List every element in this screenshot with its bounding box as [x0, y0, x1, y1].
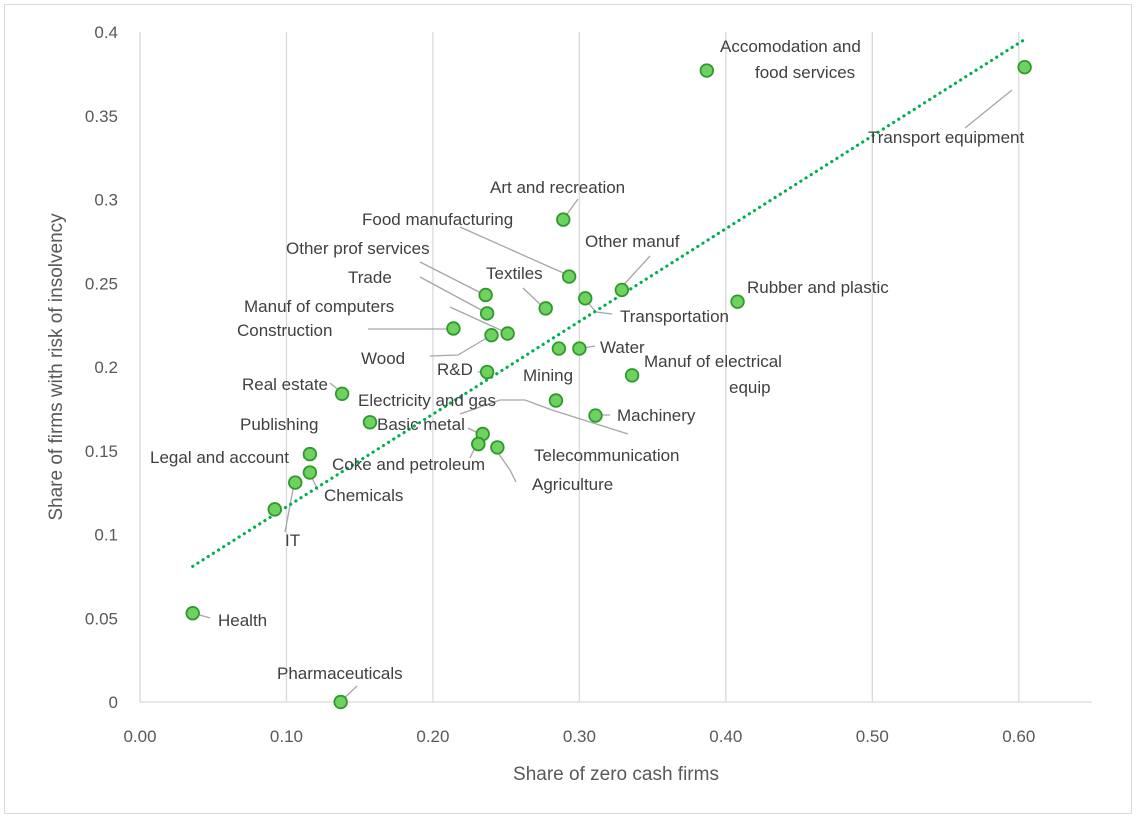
data-point-label: Food manufacturing	[362, 210, 513, 229]
y-tick-label: 0.3	[94, 191, 118, 210]
label-leader-line	[449, 306, 508, 334]
trendline-line	[191, 38, 1025, 568]
data-point-marker	[500, 326, 515, 341]
data-point-label: Health	[218, 611, 267, 630]
y-tick-label: 0.25	[85, 274, 118, 293]
data-point-label: Pharmaceuticals	[277, 664, 403, 683]
data-point-label: Real estate	[242, 375, 328, 394]
point-labels: Accomodation and food services Transport e…	[150, 37, 1025, 683]
data-point-label: IT	[285, 531, 300, 550]
gridlines	[285, 32, 1020, 702]
data-point-label: Transport equipment	[868, 128, 1025, 147]
y-tick-label: 0	[109, 693, 118, 712]
data-point-label: Mining	[523, 366, 573, 385]
x-tick-label: 0.40	[709, 727, 742, 746]
data-point-label: Basic metal	[377, 415, 465, 434]
data-point-label: Trade	[348, 268, 392, 287]
data-point-marker	[484, 327, 499, 343]
data-point-label: Publishing	[240, 415, 318, 434]
x-tick-label: 0.20	[416, 727, 449, 746]
data-point-label: Water	[600, 338, 645, 357]
label-leader-line	[419, 276, 486, 313]
data-point-marker	[479, 306, 495, 321]
chart-frame	[4, 4, 1132, 814]
label-leader-line	[284, 483, 295, 533]
data-point-label: Accomodation and food services	[720, 37, 861, 82]
x-tick-label: 0.60	[1002, 727, 1035, 746]
data-point-marker	[478, 287, 493, 303]
x-tick-label: 0.30	[563, 727, 596, 746]
data-point-marker	[699, 63, 715, 78]
data-point-marker	[302, 446, 318, 462]
label-leader-line	[459, 226, 567, 275]
y-tick-label: 0.2	[94, 358, 118, 377]
data-point-marker	[538, 301, 553, 316]
y-axis-title: Share of firms with risk of insolvency	[46, 213, 67, 521]
data-point-label: Coke and petroleum	[332, 455, 485, 474]
data-point-marker	[288, 475, 303, 490]
y-tick-label: 0.1	[94, 526, 118, 545]
data-point-marker	[624, 368, 640, 383]
x-tick-label: 0.00	[123, 727, 156, 746]
data-point-marker	[446, 321, 461, 336]
data-point-label: Manuf of computers	[244, 297, 394, 316]
label-leader-line	[493, 446, 517, 483]
data-point-marker	[334, 386, 350, 402]
data-point-marker	[490, 440, 505, 455]
data-point-marker	[267, 502, 282, 517]
data-point-marker	[551, 341, 567, 356]
data-points	[185, 59, 1032, 710]
data-point-marker	[185, 606, 200, 621]
label-leader-line	[964, 89, 1013, 129]
data-point-label: Construction	[237, 321, 332, 340]
data-point-label: Other prof services	[286, 239, 430, 258]
data-point-label: Chemicals	[324, 486, 403, 505]
data-point-label: Textiles	[486, 264, 543, 283]
data-point-marker	[362, 415, 378, 430]
data-point-label: Electricity and gas	[358, 391, 496, 410]
data-point-marker	[578, 291, 593, 306]
x-tick-label: 0.10	[270, 727, 303, 746]
x-axis-title: Share of zero cash firms	[513, 764, 719, 785]
data-point-label: Wood	[361, 349, 405, 368]
trendline	[191, 38, 1025, 568]
data-point-label: Telecommunication	[534, 446, 680, 465]
data-point-marker	[614, 282, 630, 298]
label-leader-line	[419, 261, 484, 295]
data-point-label: Rubber and plastic	[747, 278, 889, 297]
y-tick-label: 0.35	[85, 107, 118, 126]
axes: 0.00 0.10 0.20 0.30 0.40 0.50 0.60 0 0.05 0.1 0.15…	[85, 23, 1092, 746]
data-point-label: R&D	[437, 360, 473, 379]
data-point-label: Machinery	[617, 406, 696, 425]
data-point-marker	[479, 364, 495, 380]
label-leader-line	[429, 335, 491, 357]
data-point-label: Legal and account	[150, 448, 289, 467]
label-leader-line	[522, 287, 544, 308]
data-point-label: Other manuf	[585, 232, 680, 251]
data-point-marker	[333, 694, 348, 710]
label-leader-line	[459, 399, 525, 415]
y-tick-label: 0.15	[85, 442, 118, 461]
data-point-label: Art and recreation	[490, 178, 625, 197]
data-point-marker	[556, 212, 571, 227]
data-point-marker	[730, 294, 745, 309]
data-point-label: Manuf of electrical equip	[644, 352, 782, 397]
data-point-marker	[548, 393, 564, 408]
data-point-label: Agriculture	[532, 475, 613, 494]
y-tick-label: 0.05	[85, 609, 118, 628]
y-tick-label: 0.4	[94, 23, 118, 42]
label-leader-line	[524, 399, 629, 435]
data-point-marker	[561, 269, 577, 284]
x-tick-label: 0.50	[856, 727, 889, 746]
data-point-marker	[302, 465, 318, 480]
data-point-marker	[471, 436, 486, 452]
data-point-marker	[588, 408, 603, 423]
data-point-marker	[572, 341, 587, 356]
data-point-marker	[1017, 59, 1032, 75]
data-point-label: Transportation	[620, 307, 729, 326]
